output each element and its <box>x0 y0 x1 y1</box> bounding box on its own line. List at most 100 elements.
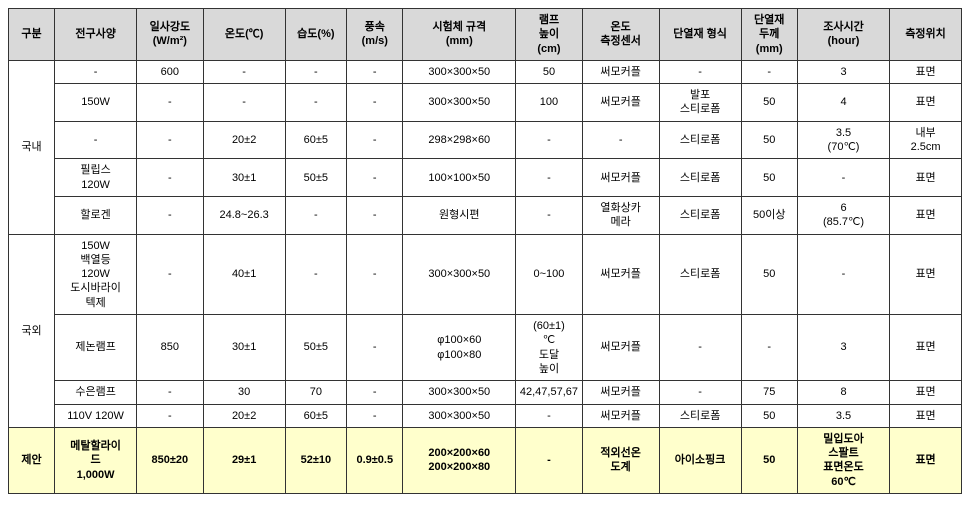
table-cell: 스티로폼 <box>659 159 741 197</box>
table-cell: - <box>285 84 346 122</box>
table-cell: 제논램프 <box>55 315 137 381</box>
table-cell: 표면 <box>890 404 962 427</box>
table-cell: - <box>347 121 403 159</box>
table-cell: 30±1 <box>203 159 285 197</box>
table-cell: 100×100×50 <box>403 159 516 197</box>
table-cell: 50 <box>741 234 797 314</box>
header-row: 구분 전구사양 일사강도(W/m²) 온도(℃) 습도(%) 풍속(m/s) 시… <box>9 9 962 61</box>
table-cell: 발포스티로폼 <box>659 84 741 122</box>
table-cell: 열화상카메라 <box>582 196 659 234</box>
table-cell: 써모커플 <box>582 404 659 427</box>
table-cell: φ100×60φ100×80 <box>403 315 516 381</box>
table-cell: 20±2 <box>203 121 285 159</box>
header-time: 조사시간(hour) <box>797 9 889 61</box>
table-row: 국외150W백열등120W도시바라이텍제-40±1--300×300×500~1… <box>9 234 962 314</box>
table-cell: 52±10 <box>285 427 346 493</box>
table-cell: 수은램프 <box>55 381 137 404</box>
table-cell: - <box>347 159 403 197</box>
table-cell: 할로겐 <box>55 196 137 234</box>
table-cell: - <box>516 196 583 234</box>
table-cell: 100 <box>516 84 583 122</box>
table-cell: - <box>55 60 137 83</box>
table-cell: - <box>347 196 403 234</box>
table-cell: 50 <box>741 84 797 122</box>
table-cell: 20±2 <box>203 404 285 427</box>
table-cell: 표면 <box>890 84 962 122</box>
table-cell: 110V 120W <box>55 404 137 427</box>
table-cell: - <box>516 121 583 159</box>
table-cell: 써모커플 <box>582 381 659 404</box>
table-cell: - <box>347 404 403 427</box>
header-bulb: 전구사양 <box>55 9 137 61</box>
table-cell: 50 <box>741 404 797 427</box>
table-cell: 스티로폼 <box>659 404 741 427</box>
table-row: 110V 120W-20±260±5-300×300×50-써모커플스티로폼50… <box>9 404 962 427</box>
table-cell: 300×300×50 <box>403 381 516 404</box>
table-cell: 50±5 <box>285 159 346 197</box>
table-cell: 300×300×50 <box>403 234 516 314</box>
table-cell: - <box>659 381 741 404</box>
header-position: 측정위치 <box>890 9 962 61</box>
header-insulation: 단열재 형식 <box>659 9 741 61</box>
group-label: 국내 <box>9 60 55 234</box>
table-cell: 아이소핑크 <box>659 427 741 493</box>
table-cell: - <box>285 196 346 234</box>
table-cell: 적외선온도계 <box>582 427 659 493</box>
table-cell: 스티로폼 <box>659 234 741 314</box>
table-cell: 표면 <box>890 381 962 404</box>
table-cell: 42,47,57,67 <box>516 381 583 404</box>
table-cell: 표면 <box>890 159 962 197</box>
table-cell: - <box>797 234 889 314</box>
table-row: 제논램프85030±150±5-φ100×60φ100×80(60±1)℃도달높… <box>9 315 962 381</box>
table-cell: 내부2.5cm <box>890 121 962 159</box>
table-cell: 표면 <box>890 315 962 381</box>
table-cell: - <box>582 121 659 159</box>
table-cell: 스티로폼 <box>659 196 741 234</box>
table-cell: 850 <box>137 315 204 381</box>
table-cell: 4 <box>797 84 889 122</box>
table-cell: 메탈할라이드1,000W <box>55 427 137 493</box>
table-cell: - <box>516 404 583 427</box>
table-cell: 8 <box>797 381 889 404</box>
table-row: 제안메탈할라이드1,000W850±2029±152±100.9±0.5200×… <box>9 427 962 493</box>
table-cell: 표면 <box>890 196 962 234</box>
table-cell: 써모커플 <box>582 315 659 381</box>
group-label: 제안 <box>9 427 55 493</box>
table-cell: - <box>137 159 204 197</box>
table-cell: - <box>55 121 137 159</box>
table-cell: 표면 <box>890 234 962 314</box>
table-cell: (60±1)℃도달높이 <box>516 315 583 381</box>
table-cell: 3.5 <box>797 404 889 427</box>
table-cell: 써모커플 <box>582 234 659 314</box>
table-cell: 표면 <box>890 60 962 83</box>
table-cell: 3 <box>797 315 889 381</box>
table-row: 필립스120W-30±150±5-100×100×50-써모커플스티로폼50-표… <box>9 159 962 197</box>
table-cell: 298×298×60 <box>403 121 516 159</box>
table-cell: - <box>347 381 403 404</box>
table-cell: 0.9±0.5 <box>347 427 403 493</box>
table-cell: 24.8~26.3 <box>203 196 285 234</box>
table-cell: 0~100 <box>516 234 583 314</box>
header-specimen: 시험체 규격(mm) <box>403 9 516 61</box>
table-cell: - <box>137 381 204 404</box>
header-sensor: 온도측정센서 <box>582 9 659 61</box>
table-cell: 60±5 <box>285 121 346 159</box>
table-cell: 70 <box>285 381 346 404</box>
table-cell: 300×300×50 <box>403 60 516 83</box>
table-cell: 50±5 <box>285 315 346 381</box>
header-irradiance: 일사강도(W/m²) <box>137 9 204 61</box>
table-cell: - <box>137 121 204 159</box>
header-lamp-height: 램프높이(cm) <box>516 9 583 61</box>
table-cell: - <box>137 234 204 314</box>
table-cell: - <box>659 315 741 381</box>
table-cell: 3 <box>797 60 889 83</box>
table-cell: 40±1 <box>203 234 285 314</box>
table-cell: 75 <box>741 381 797 404</box>
table-cell: 써모커플 <box>582 60 659 83</box>
table-row: 할로겐-24.8~26.3--원형시편-열화상카메라스티로폼50이상6(85.7… <box>9 196 962 234</box>
table-cell: 3.5(70℃) <box>797 121 889 159</box>
table-cell: 써모커플 <box>582 84 659 122</box>
header-temp: 온도(℃) <box>203 9 285 61</box>
table-row: --20±260±5-298×298×60--스티로폼503.5(70℃)내부2… <box>9 121 962 159</box>
table-cell: 30 <box>203 381 285 404</box>
